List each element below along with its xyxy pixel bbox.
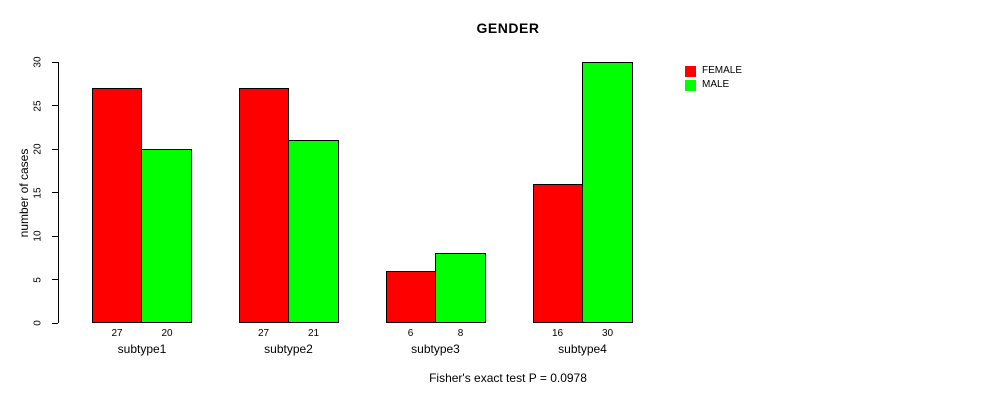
y-axis-line	[58, 62, 59, 323]
bar-value-label: 27	[257, 328, 270, 339]
bar-value-label: 20	[161, 328, 173, 339]
legend-item-male: MALE	[685, 79, 742, 91]
x-category-label: subtype3	[411, 342, 460, 356]
legend-swatch-female	[685, 65, 696, 77]
y-axis-tick	[52, 148, 58, 150]
legend-swatch-male	[685, 79, 696, 91]
legend-label-female: FEMALE	[702, 65, 743, 76]
bar-male-subtype4	[581, 62, 633, 323]
chart-title: GENDER	[476, 20, 540, 36]
bar-value-label: 6	[407, 328, 414, 339]
y-axis-tick	[52, 235, 58, 237]
y-axis-tick	[52, 105, 58, 106]
y-axis-tick	[52, 61, 58, 63]
bar-value-label: 21	[307, 328, 320, 339]
y-axis-tick	[52, 322, 58, 324]
legend-item-female: FEMALE	[685, 65, 742, 77]
x-category-label: subtype2	[264, 342, 313, 356]
y-tick-label: 10	[32, 230, 44, 242]
y-axis-tick	[52, 192, 58, 193]
x-category-label: subtype1	[117, 342, 167, 356]
bar-value-label: 27	[111, 328, 123, 339]
legend-label-male: MALE	[702, 79, 730, 90]
y-tick-label: 25	[32, 99, 44, 112]
y-tick-label: 20	[32, 143, 44, 155]
bar-male-subtype1	[141, 149, 192, 323]
y-tick-label: 15	[32, 186, 44, 199]
y-tick-label: 5	[32, 276, 44, 283]
bar-female-subtype3	[385, 271, 436, 323]
caption-text: Fisher's exact test P = 0.0978	[429, 371, 587, 385]
y-tick-label: 30	[32, 56, 44, 68]
y-tick-label: 0	[32, 320, 44, 326]
x-category-label: subtype4	[558, 342, 607, 356]
bar-value-label: 8	[457, 328, 464, 339]
bar-female-subtype4	[532, 184, 583, 323]
y-axis-tick	[52, 279, 58, 280]
bar-male-subtype2	[287, 140, 339, 323]
bar-male-subtype3	[434, 253, 486, 323]
bar-value-label: 16	[551, 328, 564, 339]
bar-value-label: 30	[601, 328, 614, 339]
bar-female-subtype2	[238, 88, 289, 323]
legend: FEMALE MALE	[685, 65, 742, 93]
bar-female-subtype1	[92, 88, 142, 323]
